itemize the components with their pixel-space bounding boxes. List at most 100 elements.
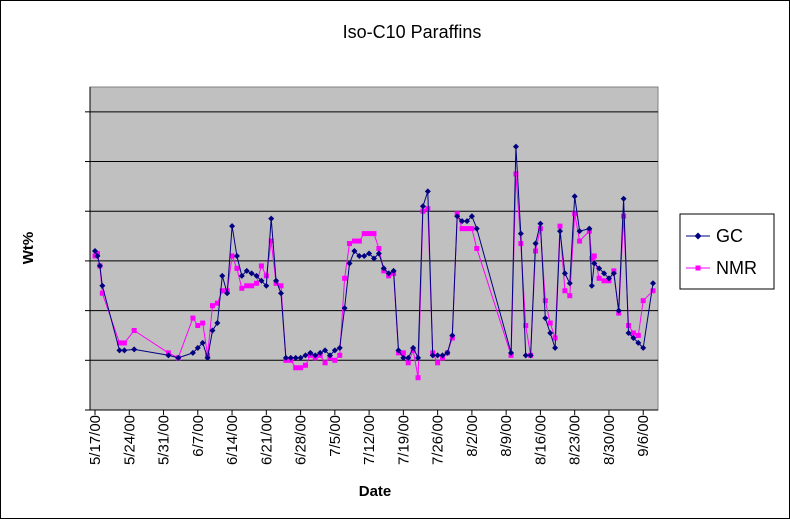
data-point: [278, 283, 284, 289]
data-point: [552, 344, 559, 351]
data-point: [219, 288, 225, 294]
data-point: [630, 330, 636, 336]
x-tick-label: 8/16/00: [532, 415, 549, 465]
data-point: [547, 320, 553, 326]
x-tick-label: 6/14/00: [224, 415, 241, 465]
data-point: [572, 211, 578, 217]
data-point: [588, 282, 595, 289]
data-point: [435, 360, 441, 366]
data-point: [209, 327, 216, 334]
data-point: [650, 288, 656, 294]
legend-nmr-marker: [695, 265, 701, 271]
data-point: [508, 349, 515, 356]
data-point: [292, 354, 299, 361]
chart-title: Iso-C10 Paraffins: [343, 22, 482, 42]
data-point: [253, 272, 260, 279]
x-tick-label: 5/17/00: [87, 415, 104, 465]
data-point: [131, 346, 138, 353]
data-point: [229, 253, 235, 259]
x-tick-label: 8/30/00: [601, 415, 618, 465]
data-point: [380, 265, 387, 272]
data-point: [547, 329, 554, 336]
x-tick-labels: 5/17/00 5/24/00 5/31/00 6/7/00 6/14/00 6/21/0…: [87, 415, 652, 465]
data-point: [243, 267, 250, 274]
data-point: [454, 213, 461, 220]
data-point: [131, 327, 137, 333]
data-point: [248, 270, 255, 277]
data-point: [293, 365, 299, 371]
data-point: [400, 350, 406, 356]
data-point: [601, 270, 608, 277]
data-point: [165, 352, 172, 359]
data-point: [468, 213, 475, 220]
data-point: [219, 272, 226, 279]
data-point: [415, 354, 422, 361]
data-point: [336, 344, 343, 351]
data-point: [650, 280, 656, 287]
data-point: [615, 307, 622, 314]
data-point: [424, 188, 431, 195]
legend-gc-marker: [694, 232, 702, 240]
x-tick-label: 7/12/00: [361, 415, 378, 465]
data-point: [640, 344, 647, 351]
data-point: [298, 365, 304, 371]
data-point: [371, 231, 377, 237]
data-point: [375, 250, 382, 257]
data-point: [601, 278, 607, 284]
data-point: [99, 290, 105, 296]
data-point: [576, 228, 583, 235]
data-point: [591, 260, 598, 267]
data-point: [244, 283, 250, 289]
data-point: [92, 247, 98, 254]
data-point: [312, 352, 319, 359]
data-point: [263, 273, 269, 279]
data-point: [121, 347, 128, 354]
data-point: [566, 280, 573, 287]
x-tick-label: 7/19/00: [395, 415, 412, 465]
data-point: [214, 320, 221, 327]
data-point: [527, 352, 534, 359]
data-point: [116, 340, 122, 346]
data-point: [469, 226, 475, 232]
data-point: [175, 354, 182, 361]
data-point: [278, 290, 284, 297]
data-point: [400, 354, 407, 361]
data-point: [287, 354, 294, 361]
data-point: [351, 238, 357, 244]
x-tick-label: 8/23/00: [567, 415, 584, 465]
data-point: [517, 230, 524, 237]
data-point: [635, 332, 641, 338]
data-point: [317, 349, 324, 356]
data-point: [96, 262, 103, 269]
data-point: [331, 347, 338, 354]
x-tick-label: 6/21/00: [258, 415, 275, 465]
data-point: [464, 226, 470, 232]
x-axis-title: Date: [359, 483, 392, 500]
data-point: [116, 347, 123, 354]
data-point: [258, 277, 265, 284]
data-point: [322, 347, 329, 354]
data-point: [513, 171, 519, 177]
data-point: [366, 231, 372, 237]
data-point: [121, 340, 127, 346]
data-point: [371, 255, 377, 262]
data-point: [464, 218, 470, 225]
data-point: [459, 226, 465, 232]
data-point: [390, 267, 397, 274]
data-point: [376, 246, 382, 251]
data-point: [405, 360, 411, 366]
x-tick-label: 6/7/00: [190, 415, 207, 457]
data-point: [630, 334, 637, 341]
data-point: [395, 347, 402, 354]
x-tick-label: 5/24/00: [121, 415, 138, 465]
data-point: [561, 270, 568, 277]
data-point: [302, 362, 308, 368]
data-point: [233, 252, 240, 259]
series-gc: [92, 143, 656, 361]
x-tick-label: 7/26/00: [430, 415, 447, 465]
data-point: [542, 298, 548, 304]
data-point: [214, 300, 220, 306]
data-point: [342, 275, 348, 281]
data-point: [567, 293, 573, 299]
